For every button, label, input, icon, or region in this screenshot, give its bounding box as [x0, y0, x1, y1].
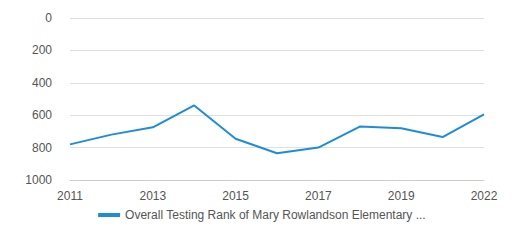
svg-text:2019: 2019 — [388, 189, 415, 203]
svg-text:200: 200 — [32, 43, 52, 57]
svg-text:2015: 2015 — [222, 189, 249, 203]
svg-text:2022: 2022 — [471, 189, 498, 203]
svg-text:0: 0 — [45, 11, 52, 25]
svg-text:800: 800 — [32, 141, 52, 155]
svg-text:Overall Testing Rank of Mary R: Overall Testing Rank of Mary Rowlandson … — [125, 208, 426, 222]
svg-text:1000: 1000 — [25, 173, 52, 187]
svg-text:2017: 2017 — [305, 189, 332, 203]
svg-text:600: 600 — [32, 108, 52, 122]
svg-text:2011: 2011 — [57, 189, 83, 203]
svg-text:400: 400 — [32, 76, 52, 90]
svg-text:2013: 2013 — [139, 189, 166, 203]
